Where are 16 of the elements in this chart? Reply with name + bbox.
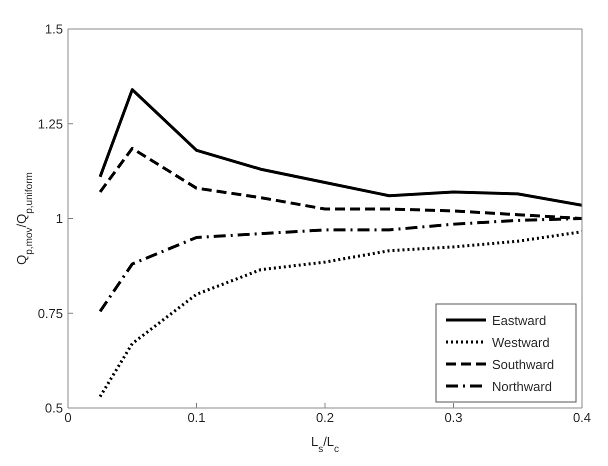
x-tick-label: 0.4 (572, 410, 592, 426)
legend-label: Eastward (492, 313, 546, 328)
x-axis-title: L$_{s}$/L$_{c}$ (310, 434, 340, 454)
legend-label: Southward (492, 357, 554, 372)
y-tick-label: 0.75 (38, 306, 63, 321)
y-tick-label: 1.25 (38, 116, 63, 132)
y-tick-label: 0.5 (44, 400, 63, 416)
x-tick-label: 0.2 (316, 410, 334, 426)
y-tick-label: 1.5 (44, 22, 63, 37)
legend-label: Northward (492, 379, 552, 394)
y-tick-label: 1 (56, 211, 63, 226)
x-tick-label: 0.3 (444, 410, 463, 426)
x-tick-label: 0 (64, 410, 72, 426)
legend-label: Westward (492, 335, 550, 350)
x-tick-label: 0.1 (187, 410, 206, 426)
line-series (98, 88, 582, 207)
